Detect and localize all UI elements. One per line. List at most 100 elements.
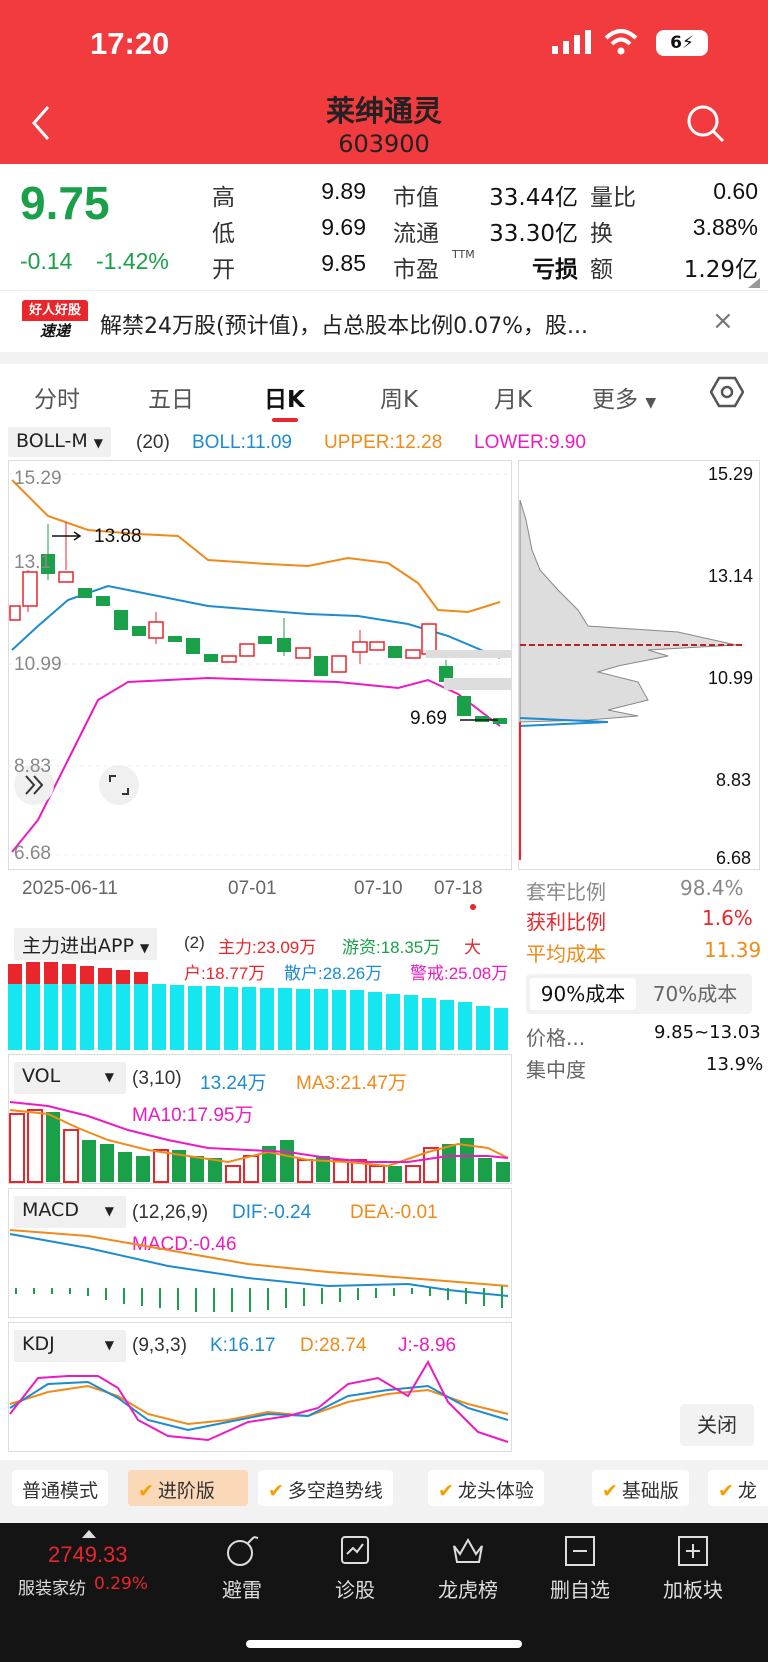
date-label-4: 07-18	[434, 878, 483, 899]
flow-big-2: 户:18.77万	[184, 964, 266, 983]
mode-leader-2[interactable]: ✔ 龙	[708, 1470, 768, 1506]
bomb-icon	[227, 1536, 259, 1566]
price-range-value: 9.85~13.03	[654, 1022, 761, 1043]
news-banner[interactable]	[0, 290, 768, 352]
news-text[interactable]: 解禁24万股(预计值)，占总股本比例0.07%，股...	[100, 314, 589, 339]
float-label: 流通	[393, 221, 439, 247]
open-value: 9.85	[321, 250, 366, 276]
kdj-selector[interactable]: KDJ ▼	[14, 1330, 126, 1362]
kline-panel[interactable]	[8, 460, 512, 870]
boll-selector[interactable]: BOLL-M ▼	[8, 427, 112, 457]
vr-label: 量比	[590, 185, 636, 211]
chip-panel[interactable]	[518, 460, 760, 870]
tab-five-day[interactable]: 五日	[148, 387, 194, 413]
kline-y-label-4: 8.83	[14, 756, 51, 777]
kline-y-label-bottom: 6.68	[14, 843, 51, 864]
chip-y-3: 10.99	[708, 668, 754, 688]
macd-dif: DIF:-0.24	[232, 1202, 312, 1223]
price-range-label: 价格...	[526, 1026, 586, 1050]
kdj-chart	[9, 1359, 509, 1443]
date-label-2: 07-01	[228, 878, 277, 899]
kdj-d: D:28.74	[300, 1335, 367, 1356]
chip-y-1: 15.29	[708, 464, 754, 484]
nav-dragon-tiger[interactable]: 龙虎榜	[418, 1534, 518, 1603]
open-label: 开	[212, 257, 235, 283]
news-close-button[interactable]: ×	[712, 306, 734, 336]
boll-lower: LOWER:9.90	[474, 432, 586, 453]
vol-param: (3,10)	[132, 1068, 182, 1089]
flow-big-1: 大	[464, 938, 481, 957]
kline-y-label-3: 10.99	[14, 654, 62, 675]
avg-cost-label: 平均成本	[526, 942, 606, 966]
kdj-panel[interactable]	[8, 1322, 512, 1452]
nav-avoid-risk[interactable]: 避雷	[192, 1534, 292, 1603]
trap-ratio-value: 98.4%	[680, 876, 744, 900]
tab-daily-k[interactable]: 日K	[264, 387, 305, 413]
vol-ma10: MA10:17.95万	[132, 1105, 254, 1126]
chip-y-4: 8.83	[716, 770, 752, 790]
flow-retail: 散户:28.26万	[284, 964, 383, 983]
signal-icon	[552, 30, 591, 54]
flow-alert: 警戒:25.08万	[410, 964, 509, 983]
candles	[9, 522, 512, 724]
stock-name: 莱绅通灵	[325, 94, 442, 128]
macd-selector[interactable]: MACD ▼	[14, 1196, 126, 1228]
macd-panel[interactable]	[8, 1188, 512, 1318]
tab-weekly-k[interactable]: 周K	[380, 387, 419, 413]
boll-upper: UPPER:12.28	[324, 432, 443, 453]
tab-intraday[interactable]: 分时	[34, 387, 80, 413]
low-label: 低	[212, 221, 235, 247]
macd-dea: DEA:-0.01	[350, 1202, 438, 1223]
low-mark-label: 9.69	[410, 708, 447, 729]
price-change-pct: -1.42%	[96, 248, 169, 274]
flow-selector[interactable]: 主力进出APP ▼	[14, 928, 158, 960]
vol-panel[interactable]	[8, 1054, 512, 1184]
sector-name[interactable]: 服装家纺	[18, 1579, 86, 1599]
remove-icon	[565, 1536, 595, 1566]
mode-basic[interactable]: ✔ 基础版	[592, 1470, 689, 1506]
sector-index[interactable]: 2749.33	[48, 1542, 128, 1567]
tab-90-cost[interactable]: 90%成本	[530, 978, 636, 1010]
mode-trendline[interactable]: ✔ 多空趋势线	[258, 1470, 393, 1506]
divider	[0, 352, 768, 364]
back-icon[interactable]	[30, 104, 52, 142]
pe-value: 亏损	[532, 257, 578, 283]
vol-selector[interactable]: VOL ▼	[14, 1062, 126, 1094]
nav-add-sector[interactable]: 加板块	[643, 1534, 743, 1603]
concentration-value: 13.9%	[706, 1054, 764, 1075]
bottom-bar	[0, 1523, 768, 1662]
kline-y-label-2: 13.1	[14, 552, 51, 573]
expand-corner-icon[interactable]	[748, 278, 760, 288]
sector-pct: 0.29%	[94, 1574, 149, 1594]
float-value: 33.30亿	[489, 221, 578, 247]
macd-chart	[9, 1229, 509, 1312]
vr-value: 0.60	[713, 178, 758, 204]
mode-normal[interactable]: 普通模式	[12, 1470, 109, 1506]
tab-active-indicator	[272, 418, 298, 422]
pe-label: 市盈	[393, 257, 439, 283]
diagnose-icon	[341, 1536, 369, 1564]
tab-more[interactable]: 更多 ▼	[592, 387, 657, 413]
tab-monthly-k[interactable]: 月K	[494, 387, 533, 413]
macd-value: MACD:-0.46	[132, 1234, 237, 1255]
mcap-value: 33.44亿	[489, 185, 578, 211]
high-label: 高	[212, 185, 235, 211]
status-time: 17:20	[90, 26, 170, 61]
kdj-param: (9,3,3)	[132, 1335, 187, 1356]
stock-code: 603900	[338, 130, 430, 158]
boll-value: BOLL:11.09	[192, 432, 293, 453]
settings-hexagon-icon[interactable]	[710, 376, 744, 408]
avg-cost-value: 11.39	[704, 938, 762, 962]
kline-chart	[8, 473, 512, 856]
search-icon[interactable]	[686, 104, 726, 144]
kline-y-label-top: 15.29	[14, 468, 62, 489]
nav-diagnose[interactable]: 诊股	[305, 1534, 405, 1603]
mode-advanced[interactable]: ✔ 进阶版	[128, 1470, 248, 1506]
tab-70-cost[interactable]: 70%成本	[652, 982, 738, 1006]
chip-close-button[interactable]: 关闭	[680, 1404, 754, 1446]
concentration-label: 集中度	[526, 1058, 586, 1082]
news-logo: 好人好股 速递	[22, 300, 88, 342]
mode-leader[interactable]: ✔ 龙头体验	[428, 1470, 544, 1506]
nav-remove-watchlist[interactable]: 删自选	[530, 1534, 630, 1603]
trap-ratio-label: 套牢比例	[526, 880, 606, 904]
